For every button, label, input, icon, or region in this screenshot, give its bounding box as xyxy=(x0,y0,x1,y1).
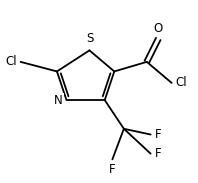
Text: S: S xyxy=(86,32,93,45)
Text: N: N xyxy=(54,94,63,107)
Text: F: F xyxy=(154,128,161,141)
Text: F: F xyxy=(109,163,116,176)
Text: O: O xyxy=(154,22,163,35)
Text: Cl: Cl xyxy=(5,55,17,68)
Text: Cl: Cl xyxy=(175,76,187,89)
Text: F: F xyxy=(154,147,161,160)
